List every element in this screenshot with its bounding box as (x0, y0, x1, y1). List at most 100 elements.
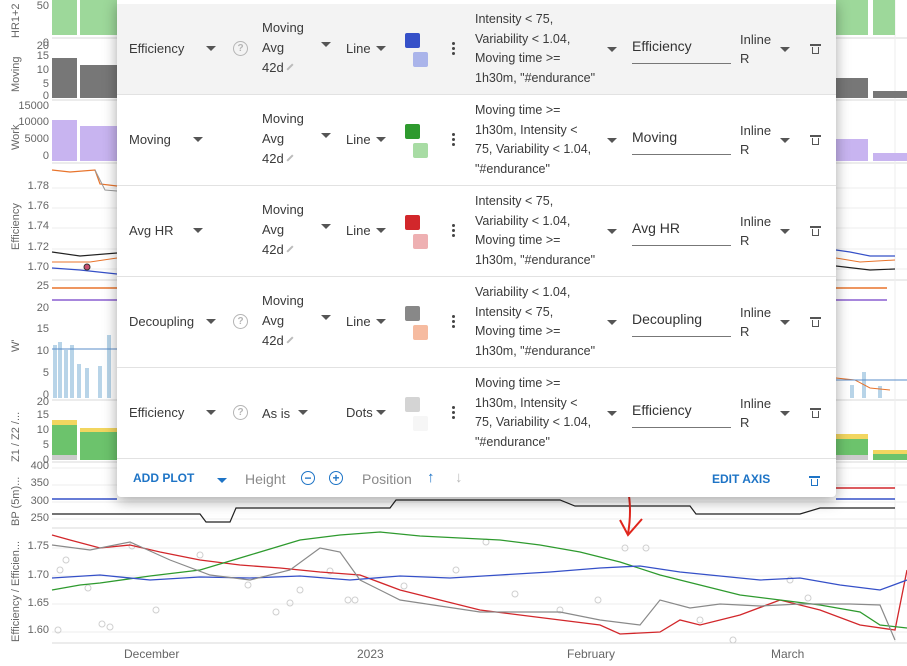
plot-name-input[interactable]: Avg HR (632, 220, 731, 246)
filter-select[interactable]: Variability < 1.04, Intensity < 75, Moving… (475, 283, 615, 361)
field-select-value: Decoupling (129, 314, 195, 329)
y-tick-label: 10 (36, 345, 49, 357)
delete-plot-icon[interactable] (810, 44, 821, 54)
chart-type-select[interactable]: Line (346, 313, 396, 331)
field-select[interactable]: Moving (129, 131, 219, 149)
more-options-icon[interactable] (452, 406, 455, 421)
filter-select[interactable]: Intensity < 75, Variability < 1.04, Moving… (475, 192, 615, 270)
chevron-down-icon (321, 315, 331, 320)
field-select[interactable]: Decoupling (129, 313, 219, 331)
smoothing-select[interactable]: As is (262, 404, 332, 424)
smoothing-select[interactable]: Moving Avg 42d (262, 200, 332, 260)
y-tick-label: 350 (30, 477, 49, 489)
chevron-down-icon[interactable] (607, 229, 617, 234)
secondary-color-swatch[interactable] (413, 52, 428, 67)
plot-name-input[interactable]: Decoupling (632, 311, 731, 337)
chart-type-select[interactable]: Line (346, 131, 396, 149)
chevron-down-icon[interactable] (607, 47, 617, 52)
primary-color-swatch[interactable] (405, 306, 420, 321)
axis-position-text: Inline (740, 32, 772, 47)
delete-plot-icon[interactable] (810, 135, 821, 145)
increase-height-icon[interactable]: + (329, 471, 343, 485)
edit-axis-button[interactable]: EDIT AXIS (712, 472, 771, 486)
y-tick-label: 1.76 (27, 200, 49, 212)
chevron-down-icon (376, 46, 386, 51)
axis-position-select[interactable]: Inline R (740, 303, 795, 341)
chevron-down-icon[interactable] (607, 320, 617, 325)
plot-name-input[interactable]: Efficiency (632, 38, 731, 64)
secondary-color-swatch[interactable] (413, 325, 428, 340)
move-down-icon[interactable]: ↓ (455, 469, 463, 486)
chevron-down-icon[interactable] (607, 411, 617, 416)
field-select[interactable]: Efficiency (129, 404, 219, 422)
axis-position-select[interactable]: Inline R (740, 394, 795, 432)
y-tick-label: 1.70 (27, 569, 49, 581)
chevron-down-icon (780, 138, 790, 143)
chevron-down-icon (780, 47, 790, 52)
filter-text-line: 1h30m, Intensity < (475, 122, 578, 137)
primary-color-swatch[interactable] (405, 215, 420, 230)
delete-plot-icon[interactable] (810, 317, 821, 327)
decrease-height-icon[interactable]: − (301, 471, 315, 485)
chevron-down-icon (206, 46, 216, 51)
chevron-down-icon (780, 411, 790, 416)
primary-color-swatch[interactable] (405, 124, 420, 139)
primary-color-swatch[interactable] (405, 397, 420, 412)
x-tick-label: March (771, 647, 805, 661)
chevron-down-icon (321, 224, 331, 229)
more-options-icon[interactable] (452, 315, 455, 330)
field-select[interactable]: Avg HR (129, 222, 219, 240)
plot-row: Decoupling? Moving Avg 42d Line Variability <… (117, 277, 836, 368)
filter-text-line: Intensity < 75, (475, 194, 554, 208)
help-icon[interactable]: ? (233, 41, 248, 56)
filter-text-line: Intensity < 75, (475, 12, 554, 26)
chevron-down-icon (321, 42, 331, 47)
add-plot-button[interactable]: ADD PLOT (133, 471, 227, 485)
y-tick-label: 5 (42, 439, 49, 451)
y-tick-label: 15 (36, 323, 49, 335)
plot-name-input[interactable]: Moving (632, 129, 731, 155)
field-select[interactable]: Efficiency (129, 40, 219, 58)
chevron-down-icon[interactable] (607, 138, 617, 143)
y-tick-label: 1.60 (27, 624, 49, 636)
primary-color-swatch[interactable] (405, 33, 420, 48)
axis-position-text: Inline (740, 123, 772, 138)
chart-type-select[interactable]: Line (346, 222, 396, 240)
smoothing-select[interactable]: Moving Avg 42d (262, 18, 332, 78)
smoothing-select[interactable]: Moving Avg 42d (262, 109, 332, 169)
secondary-color-swatch[interactable] (413, 416, 428, 431)
filter-select[interactable]: Moving time >= 1h30m, Intensity < 75, Vari… (475, 101, 615, 179)
add-plot-label: ADD PLOT (133, 471, 195, 485)
delete-plot-icon[interactable] (810, 408, 821, 418)
chevron-down-icon (206, 319, 216, 324)
more-options-icon[interactable] (452, 224, 455, 239)
delete-plot-icon[interactable] (810, 226, 821, 236)
smoothing-select[interactable]: Moving Avg 42d (262, 291, 332, 351)
more-options-icon[interactable] (452, 133, 455, 148)
filter-text-line: "#endurance" (475, 434, 550, 449)
axis-position-select[interactable]: Inline R (740, 30, 795, 68)
axis-position-select[interactable]: Inline R (740, 212, 795, 250)
smoothing-text-line: 42d (262, 242, 284, 257)
help-icon[interactable]: ? (233, 405, 248, 420)
chevron-down-icon (193, 228, 203, 233)
chart-type-value: Line (346, 132, 371, 147)
plot-name-input[interactable]: Efficiency (632, 402, 731, 428)
chevron-down-icon (376, 137, 386, 142)
move-up-icon[interactable]: ↑ (427, 469, 435, 486)
axis-position-text: R (740, 324, 750, 339)
help-icon[interactable]: ? (233, 314, 248, 329)
axis-position-select[interactable]: Inline R (740, 121, 795, 159)
chart-type-select[interactable]: Line (346, 40, 396, 58)
more-options-icon[interactable] (452, 42, 455, 57)
delete-axis-icon[interactable] (809, 476, 820, 486)
filter-select[interactable]: Moving time >= 1h30m, Intensity < 75, Vari… (475, 374, 615, 452)
filter-text-line: Variability < 1.04, (475, 31, 571, 46)
secondary-color-swatch[interactable] (413, 143, 428, 158)
add-plot-chevron-icon (217, 478, 227, 483)
chart-type-select[interactable]: Dots (346, 404, 396, 422)
x-tick-label: 2023 (357, 647, 384, 661)
filter-select[interactable]: Intensity < 75, Variability < 1.04, Moving… (475, 10, 615, 88)
chart-type-value: Dots (346, 405, 373, 420)
secondary-color-swatch[interactable] (413, 234, 428, 249)
